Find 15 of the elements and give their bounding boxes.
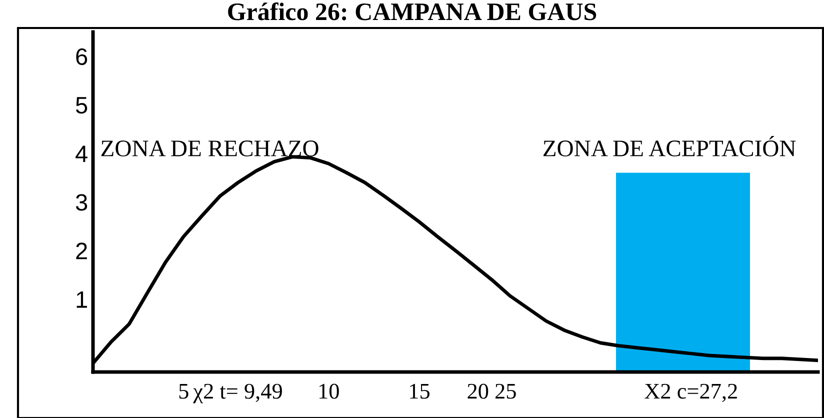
y-tick-label: 4 [76, 146, 88, 162]
annotation: ZONA DE ACEPTACIÓN [543, 136, 796, 156]
x-tick-label: 10 [319, 384, 339, 399]
annotation: ZONA DE RECHAZO [101, 140, 318, 156]
chart-title: Gráfico 26: CAMPANA DE GAUS [228, 2, 596, 20]
x-tick-label: X2 c=27,2 [644, 384, 737, 402]
y-tick-label: 1 [76, 291, 87, 308]
x-tick-label: 15 [410, 384, 430, 399]
y-tick-label: 6 [76, 48, 88, 66]
y-tick-label: 2 [76, 242, 87, 260]
x-tick-label: χ2 t= 9,49 [193, 384, 282, 404]
y-tick-label: 5 [76, 97, 88, 114]
x-tick-label: 5 [179, 384, 188, 399]
x-tick-label: 20 25 [468, 384, 516, 399]
y-tick-label: 3 [76, 194, 88, 211]
